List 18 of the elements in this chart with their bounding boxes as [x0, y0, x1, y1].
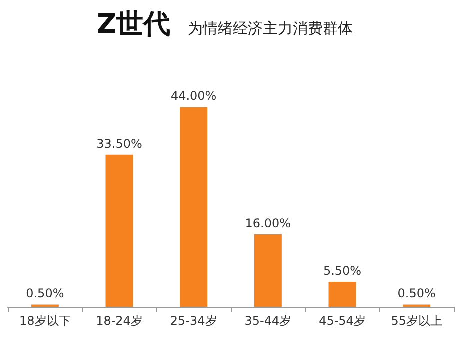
bar — [254, 234, 282, 307]
x-tick-label: 35-44岁 — [244, 314, 292, 328]
chart-title: Z世代 — [97, 9, 171, 40]
chart-subtitle: 为情绪经济主力消费群体 — [188, 20, 353, 38]
bar — [328, 282, 356, 307]
x-tick-label: 45-54岁 — [319, 314, 366, 328]
data-label: 5.50% — [323, 264, 362, 278]
data-label: 33.50% — [96, 136, 142, 151]
data-label: 44.00% — [170, 89, 217, 104]
x-tick-label: 18-24岁 — [96, 314, 143, 328]
data-label: 16.00% — [245, 216, 292, 230]
x-tick-label: 18岁以下 — [20, 314, 71, 328]
x-tick-label: 25-34岁 — [170, 314, 218, 328]
data-label: 0.50% — [26, 286, 64, 301]
data-label: 0.50% — [398, 286, 436, 301]
bar — [106, 154, 134, 307]
x-tick-label: 55岁以上 — [391, 314, 442, 328]
bar — [180, 107, 208, 307]
